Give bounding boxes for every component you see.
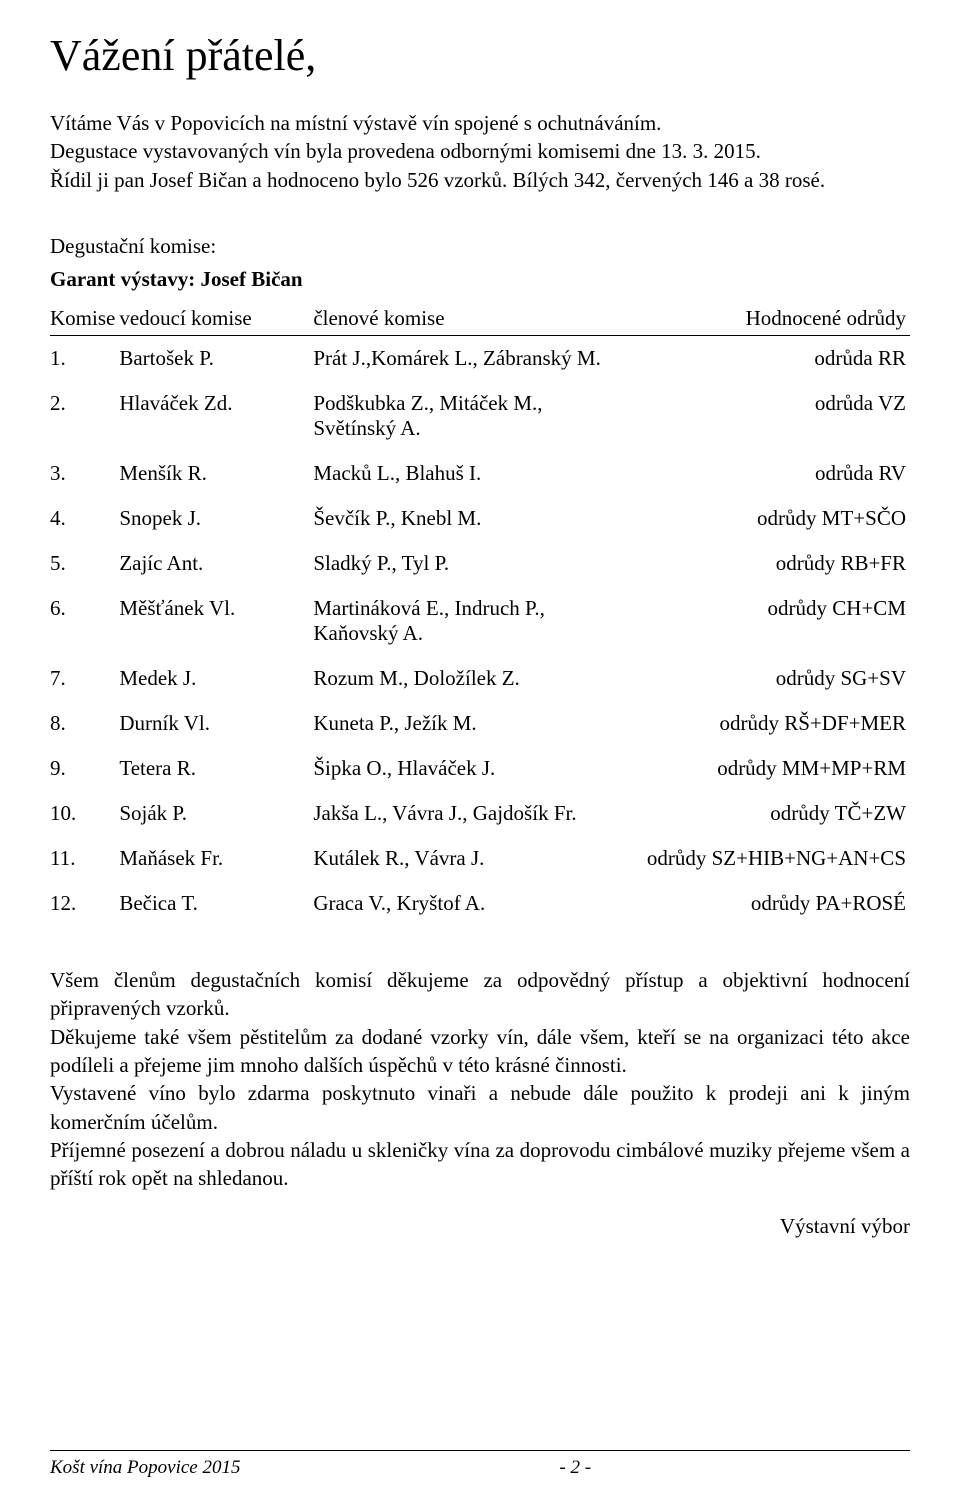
- cell-leader: Zajíc Ant.: [119, 541, 313, 586]
- th-komise: Komise: [50, 302, 119, 336]
- komise-table: Komise vedoucí komise členové komise Hod…: [50, 302, 910, 926]
- cell-varieties: odrůdy MM+MP+RM: [621, 746, 910, 791]
- cell-komise-number: 5.: [50, 541, 119, 586]
- cell-varieties: odrůda RV: [621, 451, 910, 496]
- table-row: 10.Soják P.Jakša L., Vávra J., Gajdošík …: [50, 791, 910, 836]
- cell-members: Macků L., Blahuš I.: [313, 451, 621, 496]
- page-title: Vážení přátelé,: [50, 30, 910, 81]
- cell-leader: Hlaváček Zd.: [119, 381, 313, 451]
- th-odrudy: Hodnocené odrůdy: [621, 302, 910, 336]
- table-row: 11.Maňásek Fr.Kutálek R., Vávra J.odrůdy…: [50, 836, 910, 881]
- cell-members: Kutálek R., Vávra J.: [313, 836, 621, 881]
- cell-varieties: odrůdy SG+SV: [621, 656, 910, 701]
- cell-varieties: odrůdy PA+ROSÉ: [621, 881, 910, 926]
- garant-vystavy: Garant výstavy: Josef Bičan: [50, 267, 910, 292]
- cell-komise-number: 9.: [50, 746, 119, 791]
- signature: Výstavní výbor: [50, 1214, 910, 1239]
- cell-members: Jakša L., Vávra J., Gajdošík Fr.: [313, 791, 621, 836]
- cell-leader: Menšík R.: [119, 451, 313, 496]
- cell-komise-number: 7.: [50, 656, 119, 701]
- cell-varieties: odrůda RR: [621, 336, 910, 382]
- cell-komise-number: 2.: [50, 381, 119, 451]
- table-row: 3.Menšík R.Macků L., Blahuš I.odrůda RV: [50, 451, 910, 496]
- page-footer: Košt vína Popovice 2015 - 2 -: [50, 1450, 910, 1479]
- cell-members: Prát J.,Komárek L., Zábranský M.: [313, 336, 621, 382]
- degustacni-komise-label: Degustační komise:: [50, 234, 910, 259]
- cell-leader: Měšťánek Vl.: [119, 586, 313, 656]
- cell-leader: Medek J.: [119, 656, 313, 701]
- intro-paragraph: Vítáme Vás v Popovicích na místní výstav…: [50, 109, 910, 194]
- cell-leader: Snopek J.: [119, 496, 313, 541]
- cell-komise-number: 12.: [50, 881, 119, 926]
- th-clenove: členové komise: [313, 302, 621, 336]
- cell-varieties: odrůdy TČ+ZW: [621, 791, 910, 836]
- cell-varieties: odrůdy RŠ+DF+MER: [621, 701, 910, 746]
- cell-komise-number: 4.: [50, 496, 119, 541]
- table-row: 1.Bartošek P.Prát J.,Komárek L., Zábrans…: [50, 336, 910, 382]
- cell-komise-number: 3.: [50, 451, 119, 496]
- cell-varieties: odrůdy RB+FR: [621, 541, 910, 586]
- table-row: 9.Tetera R.Šipka O., Hlaváček J.odrůdy M…: [50, 746, 910, 791]
- th-vedouci: vedoucí komise: [119, 302, 313, 336]
- page: Vážení přátelé, Vítáme Vás v Popovicích …: [0, 0, 960, 1493]
- cell-varieties: odrůdy MT+SČO: [621, 496, 910, 541]
- cell-members: Sladký P., Tyl P.: [313, 541, 621, 586]
- table-row: 2.Hlaváček Zd.Podškubka Z., Mitáček M., …: [50, 381, 910, 451]
- cell-members: Ševčík P., Knebl M.: [313, 496, 621, 541]
- table-row: 8.Durník Vl.Kuneta P., Ježík M.odrůdy RŠ…: [50, 701, 910, 746]
- cell-members: Šipka O., Hlaváček J.: [313, 746, 621, 791]
- table-row: 6.Měšťánek Vl.Martináková E., Indruch P.…: [50, 586, 910, 656]
- cell-komise-number: 8.: [50, 701, 119, 746]
- footer-left: Košt vína Popovice 2015: [50, 1457, 241, 1479]
- table-row: 4.Snopek J.Ševčík P., Knebl M.odrůdy MT+…: [50, 496, 910, 541]
- cell-leader: Soják P.: [119, 791, 313, 836]
- cell-members: Martináková E., Indruch P., Kaňovský A.: [313, 586, 621, 656]
- table-row: 5.Zajíc Ant.Sladký P., Tyl P.odrůdy RB+F…: [50, 541, 910, 586]
- footer-page-number: - 2 -: [241, 1457, 911, 1479]
- table-row: 12.Bečica T.Graca V., Kryštof A.odrůdy P…: [50, 881, 910, 926]
- cell-varieties: odrůda VZ: [621, 381, 910, 451]
- outro-paragraph: Všem členům degustačních komisí děkujeme…: [50, 966, 910, 1193]
- cell-varieties: odrůdy SZ+HIB+NG+AN+CS: [621, 836, 910, 881]
- cell-leader: Maňásek Fr.: [119, 836, 313, 881]
- cell-leader: Bartošek P.: [119, 336, 313, 382]
- table-row: 7.Medek J.Rozum M., Doložílek Z.odrůdy S…: [50, 656, 910, 701]
- cell-komise-number: 6.: [50, 586, 119, 656]
- cell-members: Rozum M., Doložílek Z.: [313, 656, 621, 701]
- cell-leader: Durník Vl.: [119, 701, 313, 746]
- cell-members: Podškubka Z., Mitáček M., Světínský A.: [313, 381, 621, 451]
- cell-varieties: odrůdy CH+CM: [621, 586, 910, 656]
- cell-komise-number: 11.: [50, 836, 119, 881]
- cell-leader: Bečica T.: [119, 881, 313, 926]
- cell-leader: Tetera R.: [119, 746, 313, 791]
- table-header-row: Komise vedoucí komise členové komise Hod…: [50, 302, 910, 336]
- cell-members: Kuneta P., Ježík M.: [313, 701, 621, 746]
- cell-komise-number: 1.: [50, 336, 119, 382]
- cell-komise-number: 10.: [50, 791, 119, 836]
- cell-members: Graca V., Kryštof A.: [313, 881, 621, 926]
